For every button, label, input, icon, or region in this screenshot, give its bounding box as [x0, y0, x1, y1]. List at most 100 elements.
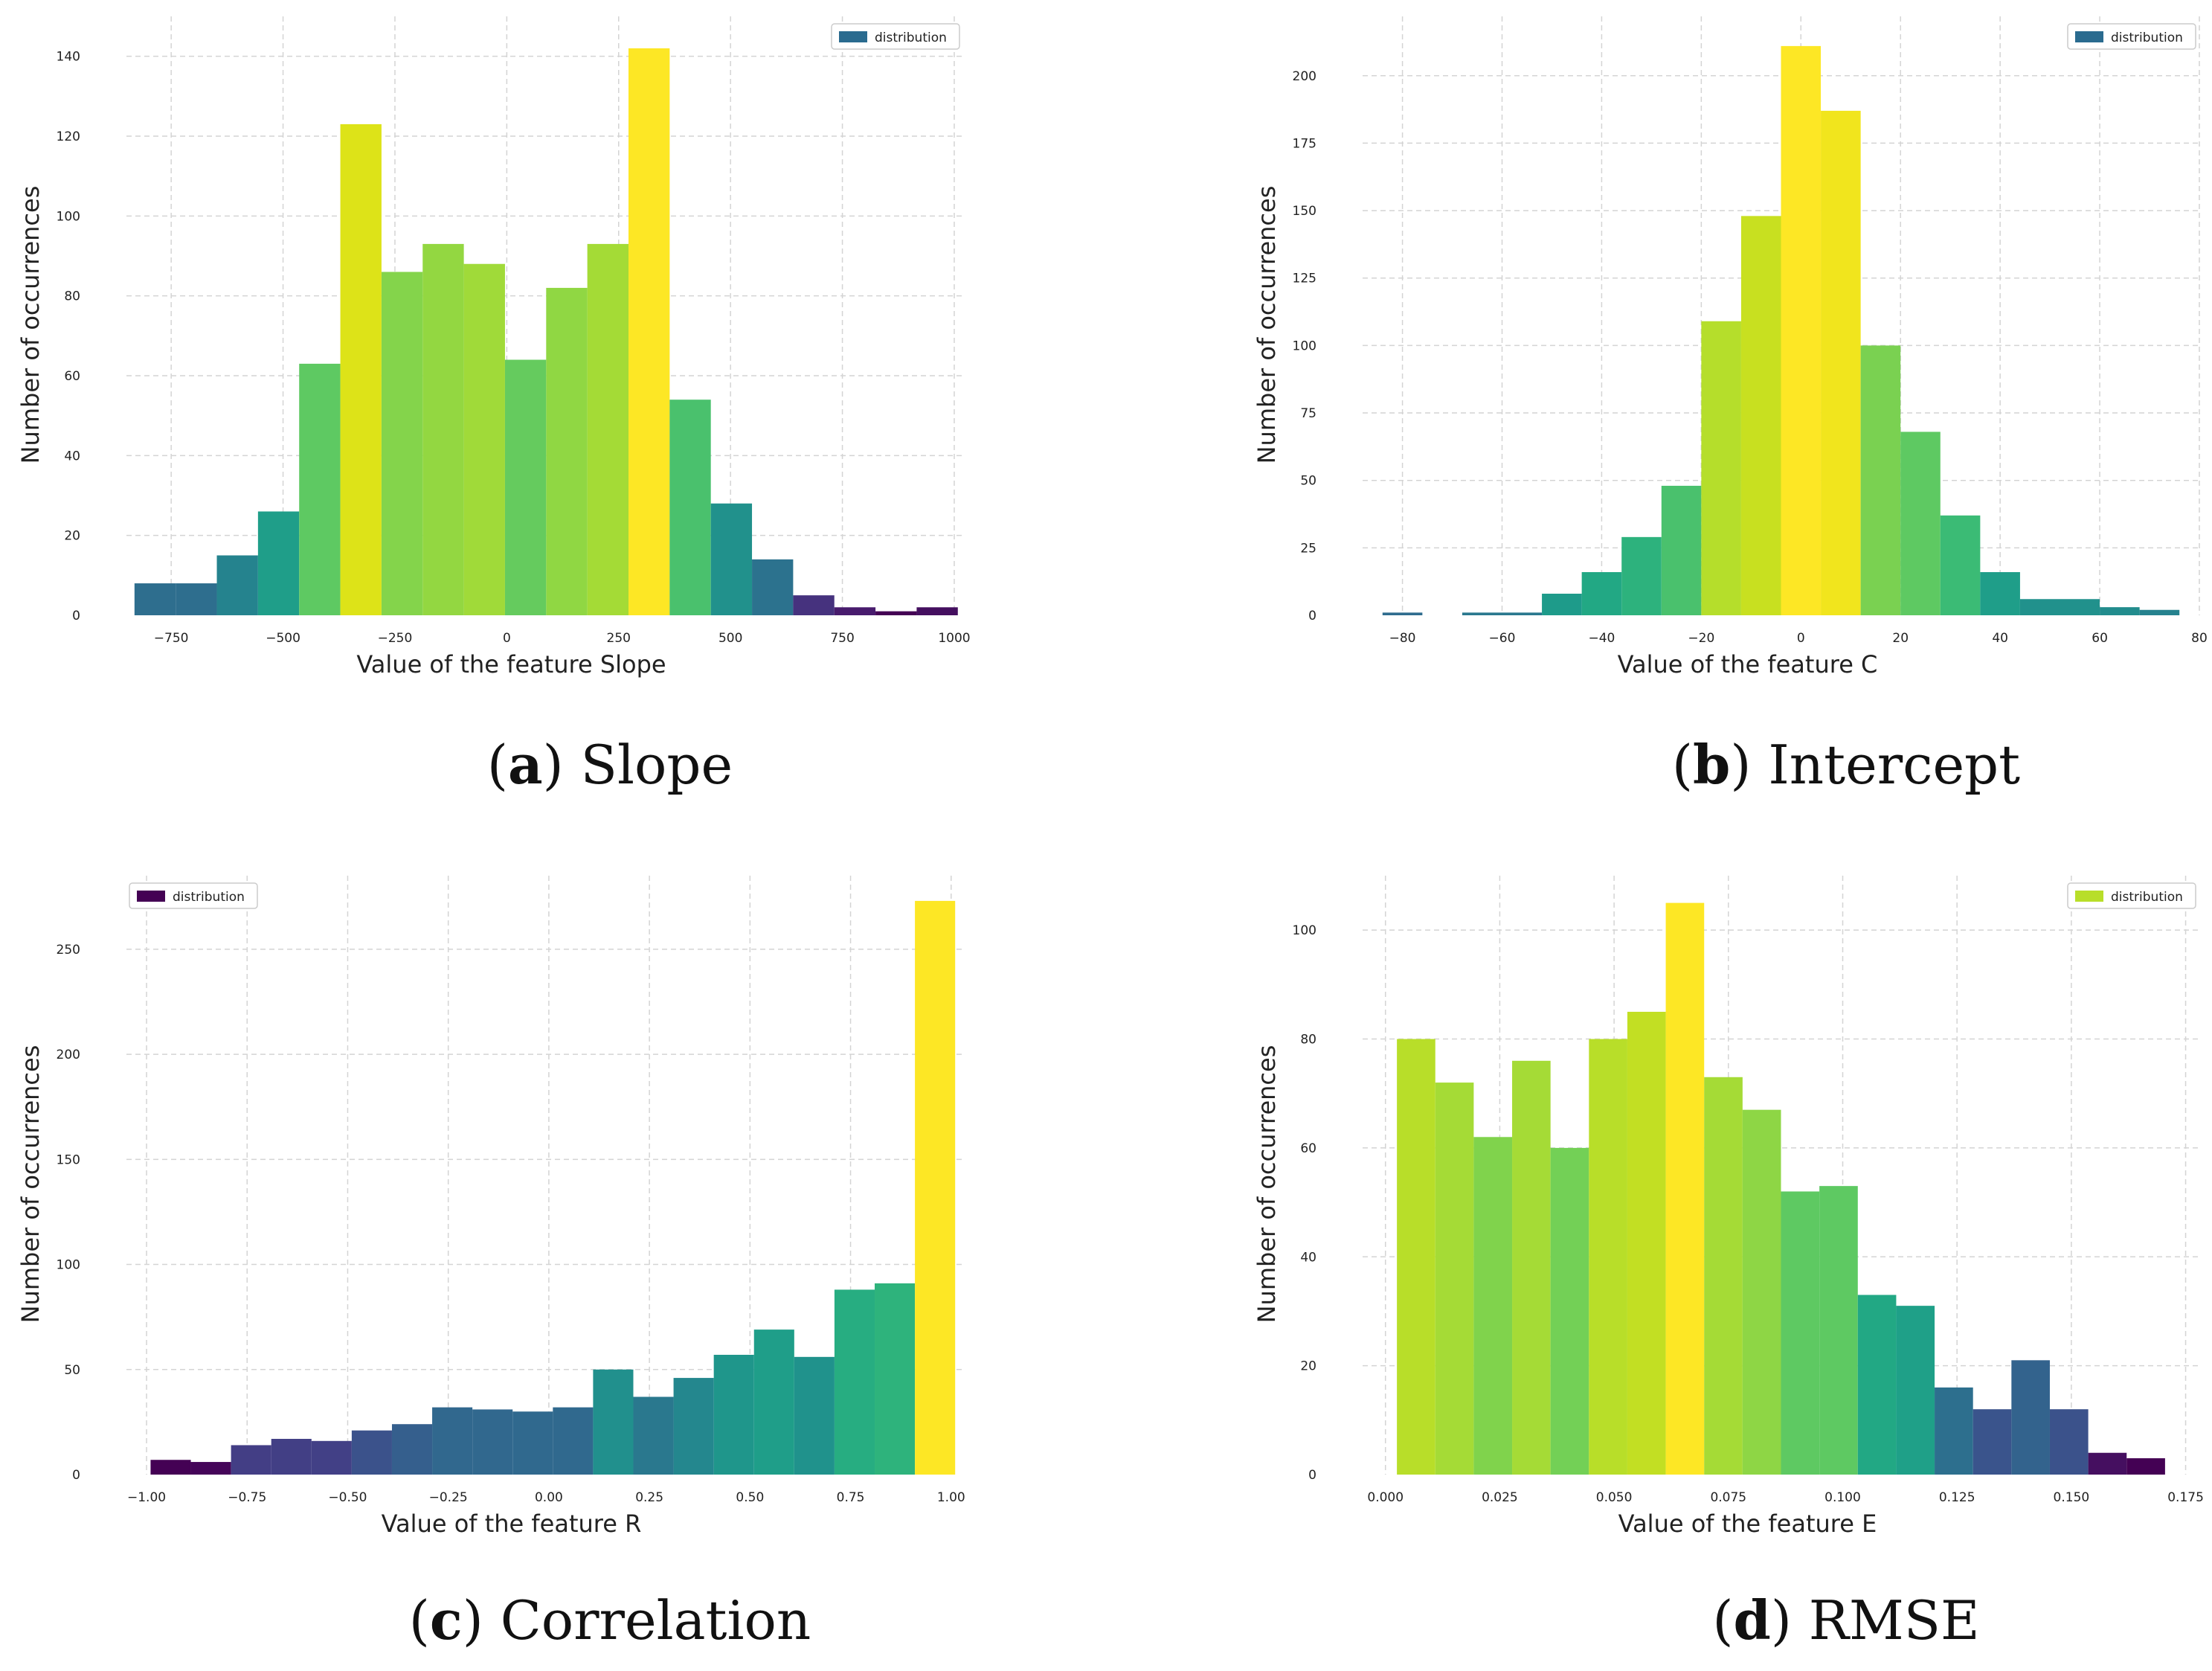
bars	[150, 900, 956, 1475]
histogram-bar	[713, 1355, 754, 1475]
x-axis-label: Value of the feature C	[1618, 650, 1878, 679]
histogram-bar	[669, 400, 711, 615]
histogram-bar	[593, 1369, 634, 1475]
y-tick-label: 125	[1293, 272, 1316, 286]
histogram-bar	[1512, 1060, 1551, 1475]
legend: distribution	[831, 23, 960, 50]
y-tick-label: 50	[64, 1363, 80, 1378]
histogram-bar	[1382, 612, 1423, 615]
histogram-bar	[176, 583, 217, 615]
y-tick-labels: 0 50 100 150 200 250	[57, 943, 80, 1483]
y-tick-labels: 0 25 50 75 100 125 150 175 200	[1293, 69, 1316, 623]
histogram-bar	[673, 1378, 714, 1475]
histogram-bar	[633, 1396, 674, 1475]
legend-label: distribution	[875, 31, 947, 45]
x-tick-label: −1.00	[127, 1490, 166, 1505]
histogram-bar	[271, 1438, 312, 1475]
y-tick-label: 150	[1293, 204, 1316, 219]
x-tick-label: −250	[378, 631, 413, 646]
histogram-bar	[391, 1424, 433, 1475]
histogram-bar	[1581, 571, 1622, 615]
x-tick-label: 1.00	[937, 1490, 965, 1505]
x-tick-label: −500	[266, 631, 300, 646]
legend-swatch	[2075, 31, 2103, 42]
histogram-bar	[2049, 1409, 2089, 1475]
x-tick-labels: −1.00 −0.75 −0.50 −0.25 0.00 0.25 0.50 0.75 1.00	[127, 1490, 965, 1505]
histogram-bar	[351, 1430, 392, 1475]
histogram-slope-chart: 0 20 40 60 80 100 120 140 −750 −500 −250 0 250 500 750…	[16, 16, 971, 679]
histogram-bar	[1462, 612, 1502, 615]
y-tick-label: 175	[1293, 136, 1316, 151]
y-tick-label: 0	[72, 609, 80, 623]
x-tick-label: −750	[154, 631, 189, 646]
histogram-bar	[1665, 902, 1705, 1475]
y-tick-label: 140	[57, 50, 80, 65]
histogram-bar	[231, 1445, 271, 1475]
histogram-bar	[2088, 1452, 2127, 1475]
histogram-bar	[1819, 1186, 1858, 1475]
x-tick-label: 0.175	[2167, 1490, 2204, 1505]
x-tick-label: 0.75	[837, 1490, 865, 1505]
x-tick-label: 20	[1892, 631, 1909, 646]
histogram-bar	[834, 1289, 875, 1475]
y-tick-label: 20	[1300, 1359, 1316, 1374]
histogram-bar	[340, 124, 382, 615]
y-tick-label: 100	[57, 209, 80, 224]
histogram-bar	[1781, 45, 1822, 615]
histogram-bar	[190, 1462, 231, 1475]
x-tick-labels: −80 −60 −40 −20 0 20 40 60 80	[1389, 631, 2208, 646]
histogram-bar	[753, 1330, 794, 1475]
x-tick-label: 500	[718, 631, 742, 646]
histogram-bar	[299, 363, 341, 615]
histogram-bar	[432, 1407, 473, 1475]
histogram-bar	[1435, 1083, 1474, 1475]
y-tick-label: 0	[1308, 609, 1316, 623]
x-tick-label: 80	[2191, 631, 2208, 646]
legend-label: distribution	[2111, 31, 2183, 45]
histogram-bar	[1742, 1109, 1781, 1475]
x-tick-label: 0.025	[1482, 1490, 1518, 1505]
legend-box	[129, 882, 258, 909]
histogram-bar	[710, 503, 753, 615]
caption-text: Intercept	[1768, 734, 2021, 796]
histogram-bar	[1781, 1191, 1820, 1475]
y-tick-label: 40	[64, 449, 80, 464]
histogram-bar	[628, 48, 670, 615]
histogram-bar	[1896, 1306, 1935, 1475]
caption-label: b	[1693, 733, 1731, 796]
histogram-bar	[1973, 1409, 2012, 1475]
histogram-bar	[2019, 599, 2060, 615]
x-tick-labels: −750 −500 −250 0 250 500 750 1000	[154, 631, 971, 646]
histogram-bar	[134, 583, 176, 615]
histogram-bar	[1900, 432, 1941, 615]
x-tick-label: 0.00	[535, 1490, 563, 1505]
y-tick-label: 80	[64, 289, 80, 304]
x-tick-label: −0.50	[328, 1490, 367, 1505]
legend-swatch	[137, 891, 165, 902]
y-tick-label: 150	[57, 1152, 80, 1167]
histogram-bar	[1701, 321, 1741, 615]
legend-box	[2067, 882, 2196, 909]
x-tick-label: 0	[1797, 631, 1805, 646]
x-tick-label: 1000	[938, 631, 970, 646]
y-tick-label: 0	[1308, 1468, 1316, 1483]
caption-rmse: (d) RMSE	[1712, 1588, 1980, 1652]
bars	[1382, 45, 2180, 615]
x-tick-label: −0.25	[429, 1490, 468, 1505]
y-tick-label: 120	[57, 129, 80, 144]
histogram-bar	[1980, 571, 2020, 615]
x-tick-label: 0.075	[1710, 1490, 1746, 1505]
x-tick-label: 0.150	[2054, 1490, 2090, 1505]
y-tick-label: 250	[57, 943, 80, 958]
caption-label: a	[508, 733, 543, 796]
x-axis-label: Value of the feature R	[382, 1510, 642, 1538]
histogram-bar	[2100, 607, 2140, 615]
bars	[134, 48, 958, 615]
legend-label: distribution	[173, 890, 245, 905]
caption-text: RMSE	[1808, 1589, 1980, 1652]
histogram-bar	[1857, 1295, 1897, 1475]
histogram-intercept-chart: 0 25 50 75 100 125 150 175 200 −80 −60 −40 −20 0 20 40 6…	[1253, 16, 2208, 679]
histogram-bar	[916, 607, 958, 615]
histogram-rmse-chart: 0 20 40 60 80 100 0.000 0.025 0.050 0.075 0.100 0.1…	[1253, 876, 2204, 1538]
x-tick-label: −0.75	[228, 1490, 266, 1505]
